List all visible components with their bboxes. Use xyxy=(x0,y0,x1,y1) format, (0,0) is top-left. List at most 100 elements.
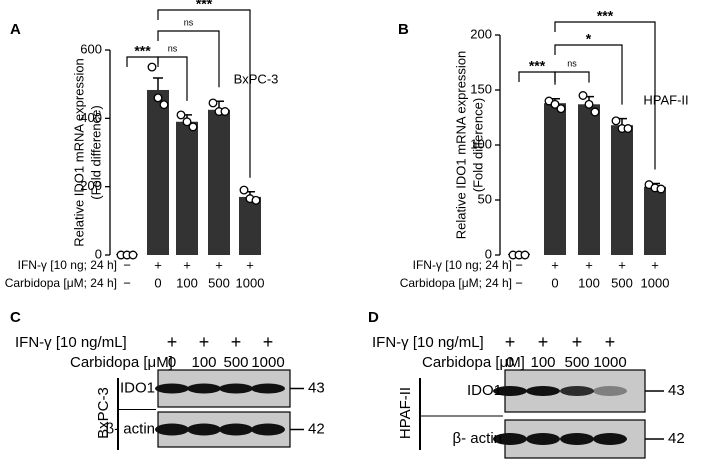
row-label: Carbidopa [μM; 24 h] xyxy=(5,276,117,290)
significance-bracket xyxy=(157,9,251,178)
significance-label: *** xyxy=(134,43,151,59)
row-label: IFN-γ [10 ng; 24 h] xyxy=(413,258,512,272)
blot-band xyxy=(560,386,594,396)
bar xyxy=(544,103,566,255)
ifn-label: − xyxy=(123,257,131,272)
bar xyxy=(208,109,230,256)
lane-label: + xyxy=(572,332,583,352)
significance-label: * xyxy=(586,31,592,47)
y-axis-title: Relative IDO1 mRNA expression xyxy=(453,51,468,240)
y-tick-label: 200 xyxy=(80,178,102,193)
lane-label: + xyxy=(538,332,549,352)
bar xyxy=(644,186,666,255)
significance-bracket xyxy=(554,44,623,105)
y-tick-label: 150 xyxy=(470,81,492,96)
data-point xyxy=(590,107,600,117)
mw-label: 43 xyxy=(668,382,685,399)
data-point xyxy=(611,116,621,126)
x-tick-label: 100 xyxy=(578,275,600,290)
y-tick-label: 600 xyxy=(80,41,102,56)
lane-label: 1000 xyxy=(593,354,626,371)
data-point xyxy=(159,100,169,110)
significance-bracket xyxy=(157,30,220,88)
data-point xyxy=(239,185,249,195)
data-point xyxy=(220,107,230,116)
significance-label: *** xyxy=(196,0,213,12)
y-axis-title: (Fold difference) xyxy=(470,98,485,192)
panel-letter: B xyxy=(398,21,409,38)
lane-label: 100 xyxy=(530,354,555,371)
error-bar xyxy=(153,77,163,90)
x-tick-label: 100 xyxy=(176,275,198,290)
ifn-label: + xyxy=(585,257,593,272)
lane-label: + xyxy=(505,332,516,352)
lane-label: + xyxy=(263,332,274,352)
significance-bracket xyxy=(157,56,188,101)
lane-label: 1000 xyxy=(251,354,284,371)
bar xyxy=(611,125,633,255)
row-label: IFN-γ [10 ng/mL] xyxy=(15,334,127,351)
blot-band xyxy=(219,423,253,436)
lane-label: + xyxy=(605,332,616,352)
data-point xyxy=(578,91,588,100)
y-axis-title: Relative IDO1 mRNA expression xyxy=(71,58,86,247)
y-tick-label: 50 xyxy=(478,191,492,206)
data-point xyxy=(176,110,186,120)
blot-band xyxy=(526,386,560,396)
row-label: Carbidopa [μM] xyxy=(70,354,173,371)
ifn-label: + xyxy=(154,257,162,272)
cell-line: BxPC-3 xyxy=(95,387,112,439)
significance-label: *** xyxy=(529,58,546,74)
bar xyxy=(176,121,198,255)
significance-label: ns xyxy=(567,58,577,68)
blot-band xyxy=(187,423,221,436)
lane-label: + xyxy=(231,332,242,352)
row-label: IFN-γ [10 ng; 24 h] xyxy=(18,258,117,272)
x-tick-label: 500 xyxy=(611,275,633,290)
blot-band xyxy=(187,383,221,394)
lane-label: + xyxy=(167,332,178,352)
lane-label: 0 xyxy=(506,354,514,371)
x-tick-label: 0 xyxy=(154,275,161,290)
lane-label: 0 xyxy=(168,354,176,371)
panel-letter: C xyxy=(10,309,21,326)
ifn-label: + xyxy=(246,257,254,272)
data-point xyxy=(251,195,261,205)
lane-label: 500 xyxy=(564,354,589,371)
blot-band xyxy=(593,386,627,396)
bar xyxy=(578,104,600,255)
protein-label: IDO1 xyxy=(120,379,155,396)
y-tick-label: 400 xyxy=(80,110,102,125)
blot-band xyxy=(251,383,285,394)
significance-label: ns xyxy=(168,43,178,53)
blot-band xyxy=(560,433,594,445)
data-point xyxy=(128,250,138,260)
row-label: Carbidopa [μM] xyxy=(422,354,525,371)
cell-line: HPAF-II xyxy=(643,92,688,107)
row-label: Carbidopa [μM; 24 h] xyxy=(400,276,512,290)
x-tick-label: 1000 xyxy=(236,275,265,290)
x-tick-label: 500 xyxy=(208,275,230,290)
x-tick-label: 0 xyxy=(551,275,558,290)
y-tick-label: 0 xyxy=(485,246,492,261)
y-tick-label: 100 xyxy=(470,136,492,151)
significance-label: *** xyxy=(597,8,614,24)
y-tick-label: 200 xyxy=(470,26,492,41)
blot-band xyxy=(251,423,285,436)
data-point xyxy=(153,93,163,103)
data-point xyxy=(208,98,218,108)
data-point xyxy=(656,184,666,194)
data-point xyxy=(623,124,633,133)
data-point xyxy=(182,117,192,127)
data-point xyxy=(147,62,157,72)
blot-band xyxy=(526,433,560,445)
ifn-label: + xyxy=(551,257,559,272)
bar xyxy=(147,89,169,255)
row-label: IFN-γ [10 ng/mL] xyxy=(372,334,484,351)
ifn-label: + xyxy=(618,257,626,272)
data-point xyxy=(520,250,530,260)
y-axis-title: (Fold difference) xyxy=(88,105,103,199)
blot-band xyxy=(155,423,189,436)
cell-line: BxPC-3 xyxy=(234,71,279,86)
protein-label: β- actin xyxy=(453,430,502,447)
